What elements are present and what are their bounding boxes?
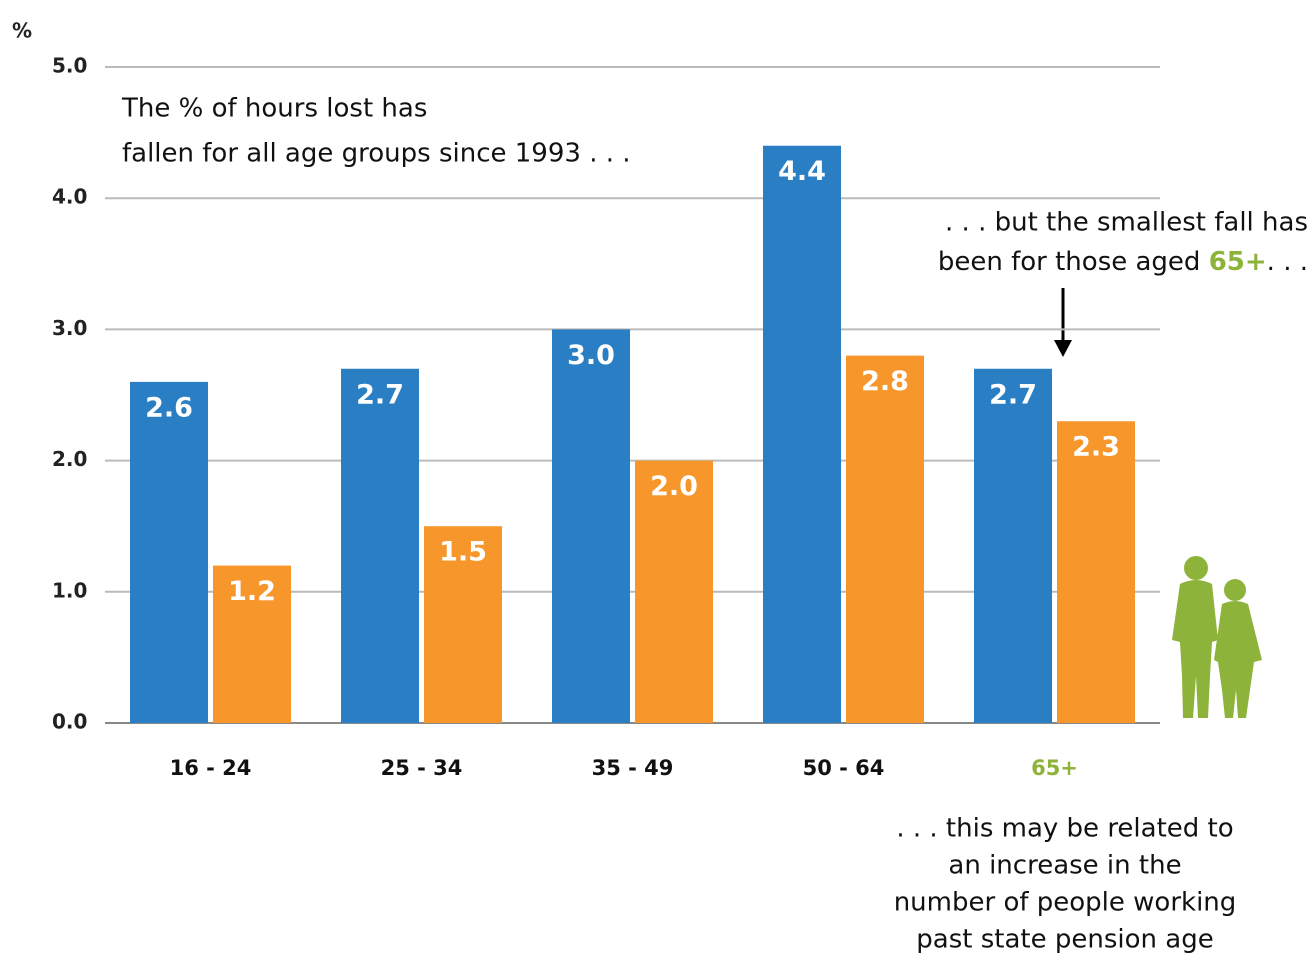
bar <box>213 565 291 723</box>
annotation-text: . . . <box>1267 247 1308 277</box>
x-tick-label: 16 - 24 <box>170 756 252 780</box>
x-tick-label: 50 - 64 <box>803 756 885 780</box>
annotation: past state pension age <box>916 925 1213 955</box>
value-label: 2.8 <box>861 366 909 397</box>
y-tick-label: 5.0 <box>52 54 87 78</box>
annotation: an increase in the <box>948 851 1181 881</box>
bar <box>846 355 924 723</box>
y-tick-label: 4.0 <box>52 185 87 209</box>
bar <box>635 460 713 723</box>
bar <box>341 368 419 723</box>
bar <box>974 368 1052 723</box>
bar <box>130 381 208 723</box>
annotation: number of people working <box>894 888 1237 918</box>
value-label: 2.3 <box>1072 432 1120 463</box>
arrow <box>1054 288 1072 357</box>
y-tick-label: 1.0 <box>52 578 87 602</box>
value-label: 2.7 <box>989 379 1037 410</box>
value-label: 3.0 <box>567 340 615 371</box>
y-unit: % <box>12 19 32 43</box>
annotation-text: been for those aged <box>938 247 1209 277</box>
y-tick-label: 0.0 <box>52 710 87 734</box>
annotation-highlight: 65+ <box>1209 247 1267 277</box>
value-label: 2.7 <box>356 379 404 410</box>
value-label: 1.5 <box>439 537 487 568</box>
x-tick-label: 65+ <box>1031 756 1078 780</box>
bar <box>763 145 841 724</box>
bar <box>424 526 502 723</box>
annotation: been for those aged 65+. . . <box>938 247 1308 277</box>
value-label: 2.0 <box>650 471 698 502</box>
bar <box>552 329 630 723</box>
annotation: . . . this may be related to <box>896 814 1233 844</box>
annotation: . . . but the smallest fall has <box>945 208 1308 238</box>
x-tick-label: 25 - 34 <box>381 756 463 780</box>
value-label: 1.2 <box>228 576 276 607</box>
people-icon <box>1172 556 1262 718</box>
bar <box>1057 421 1135 723</box>
y-tick-label: 3.0 <box>52 316 87 340</box>
x-tick-label: 35 - 49 <box>592 756 674 780</box>
y-tick-label: 2.0 <box>52 447 87 471</box>
value-label: 4.4 <box>778 156 826 187</box>
annotation: fallen for all age groups since 1993 . .… <box>122 139 631 169</box>
annotation: The % of hours lost has <box>121 94 427 124</box>
value-label: 2.6 <box>145 392 193 423</box>
